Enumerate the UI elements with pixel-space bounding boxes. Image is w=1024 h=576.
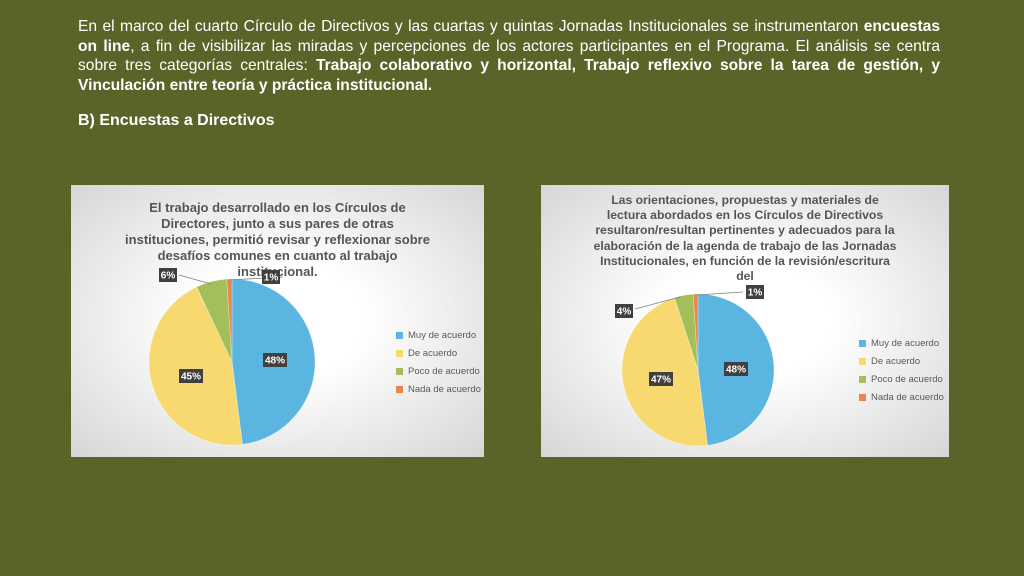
pie-slice <box>226 278 233 363</box>
legend-label: Muy de acuerdo <box>408 329 477 341</box>
intro-bold-2: Trabajo colaborativo y horizontal, Traba… <box>78 57 940 94</box>
intro-text-1: En el marco del cuarto Círculo de Direct… <box>78 18 864 35</box>
data-label-box <box>615 304 633 318</box>
data-label-box <box>262 270 280 284</box>
legend-swatch <box>396 331 403 339</box>
data-label: 1% <box>262 270 280 284</box>
legend-item: Nada de acuerdo <box>396 381 481 399</box>
data-label-box <box>746 285 764 299</box>
data-label-box <box>263 353 287 367</box>
pie-chart: 48% 47% 4% 1% <box>615 285 775 447</box>
pie-slice <box>621 297 708 447</box>
legend-swatch <box>396 367 403 375</box>
pie-slice <box>692 293 699 371</box>
data-label: 4% <box>615 304 633 318</box>
legend-item: Muy de acuerdo <box>396 326 481 344</box>
data-label: 48% <box>724 362 748 376</box>
data-label-box <box>159 268 177 282</box>
legend-label: De acuerdo <box>871 355 921 367</box>
pie-chart: 48% 45% 6% 1% <box>148 268 316 446</box>
data-label-text: 6% <box>161 271 176 282</box>
legend-item: Poco de acuerdo <box>859 370 944 388</box>
data-label-text: 4% <box>617 307 632 318</box>
chart-legend: Muy de acuerdo De acuerdo Poco de acuerdo N… <box>859 334 944 407</box>
pie-slice <box>196 278 233 363</box>
legend-swatch <box>859 375 866 383</box>
intro-text-2: , a fin de visibilizar las miradas y per… <box>78 37 941 75</box>
legend-item: Muy de acuerdo <box>859 334 944 352</box>
data-label-text: 45% <box>181 372 201 383</box>
data-label: 45% <box>179 369 203 383</box>
chart-title: Las orientaciones, propuestas y material… <box>593 193 897 284</box>
legend-label: Nada de acuerdo <box>408 384 481 396</box>
data-label: 47% <box>649 372 673 386</box>
data-label-text: 1% <box>748 288 763 299</box>
chart-panel-2: Las orientaciones, propuestas y material… <box>541 185 949 457</box>
chart-panel-1: El trabajo desarrollado en los Círculos … <box>71 185 484 457</box>
legend-item: Poco de acuerdo <box>396 362 481 380</box>
legend-swatch <box>859 339 866 347</box>
chart-title: El trabajo desarrollado en los Círculos … <box>125 200 430 279</box>
legend-swatch <box>859 394 866 402</box>
data-label: 6% <box>159 268 177 282</box>
data-label-box <box>649 372 673 386</box>
chart-legend: Muy de acuerdo De acuerdo Poco de acuerdo N… <box>396 326 481 399</box>
legend-swatch <box>859 357 866 365</box>
legend-label: Poco de acuerdo <box>408 365 480 377</box>
data-label-text: 48% <box>265 356 285 367</box>
data-label-text: 1% <box>264 273 279 284</box>
legend-item: De acuerdo <box>859 352 944 370</box>
section-title: B) Encuestas a Directivos <box>78 112 275 129</box>
legend-label: Poco de acuerdo <box>871 373 943 385</box>
pie-slice <box>674 293 699 371</box>
legend-label: Muy de acuerdo <box>871 337 940 349</box>
data-label: 48% <box>263 353 287 367</box>
legend-swatch <box>396 349 403 357</box>
legend-swatch <box>396 386 403 394</box>
legend-item: De acuerdo <box>396 344 481 362</box>
leader-line <box>178 274 212 285</box>
leader-line <box>696 291 744 296</box>
legend-label: De acuerdo <box>408 347 458 359</box>
data-label-text: 48% <box>726 365 746 376</box>
leader-line <box>634 296 681 310</box>
intro-paragraph: En el marco del cuarto Círculo de Direct… <box>78 17 940 95</box>
data-label: 1% <box>746 285 764 299</box>
legend-item: Nada de acuerdo <box>859 389 944 407</box>
data-label-box <box>179 369 203 383</box>
data-label-box <box>724 362 748 376</box>
pie-slice <box>148 286 243 446</box>
data-label-text: 47% <box>651 375 671 386</box>
legend-label: Nada de acuerdo <box>871 392 944 404</box>
intro-bold-1: encuestas on line <box>78 18 940 55</box>
